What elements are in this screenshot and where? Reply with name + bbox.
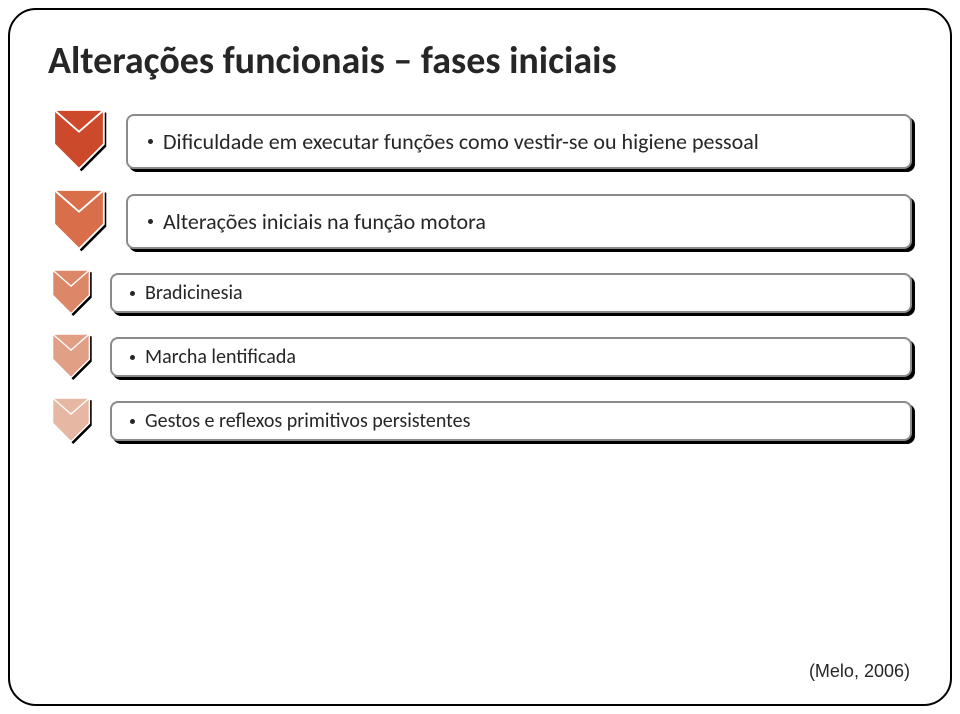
list-item: Dificuldade em executar funções como ves… (48, 110, 912, 172)
item-box: Alterações iniciais na função motora (126, 194, 912, 249)
chevron-icon (48, 270, 94, 316)
item-text: Dificuldade em executar funções como ves… (163, 128, 759, 155)
chevron-icon (48, 398, 94, 444)
list-item: Marcha lentificada (48, 334, 912, 380)
list-item: Gestos e reflexos primitivos persistente… (48, 398, 912, 444)
item-box: Gestos e reflexos primitivos persistente… (110, 401, 912, 441)
slide-title: Alterações funcionais – fases iniciais (48, 38, 912, 84)
bullet-icon (148, 139, 153, 144)
bullet-icon (130, 291, 135, 296)
list-item: Alterações iniciais na função motora (48, 190, 912, 252)
list-item: Bradicinesia (48, 270, 912, 316)
item-box: Bradicinesia (110, 273, 912, 313)
item-text: Gestos e reflexos primitivos persistente… (145, 409, 470, 433)
citation-text: (Melo, 2006) (809, 661, 910, 682)
bullet-icon (148, 219, 153, 224)
item-box: Dificuldade em executar funções como ves… (126, 114, 912, 169)
item-text: Bradicinesia (145, 281, 243, 305)
item-text: Marcha lentificada (145, 345, 296, 369)
bullet-icon (130, 355, 135, 360)
slide-frame: Alterações funcionais – fases iniciais D… (8, 8, 952, 706)
chevron-icon (48, 110, 110, 172)
bullet-icon (130, 419, 135, 424)
list-rows: Dificuldade em executar funções como ves… (48, 110, 912, 444)
chevron-icon (48, 334, 94, 380)
chevron-icon (48, 190, 110, 252)
item-text: Alterações iniciais na função motora (163, 208, 486, 235)
item-box: Marcha lentificada (110, 337, 912, 377)
